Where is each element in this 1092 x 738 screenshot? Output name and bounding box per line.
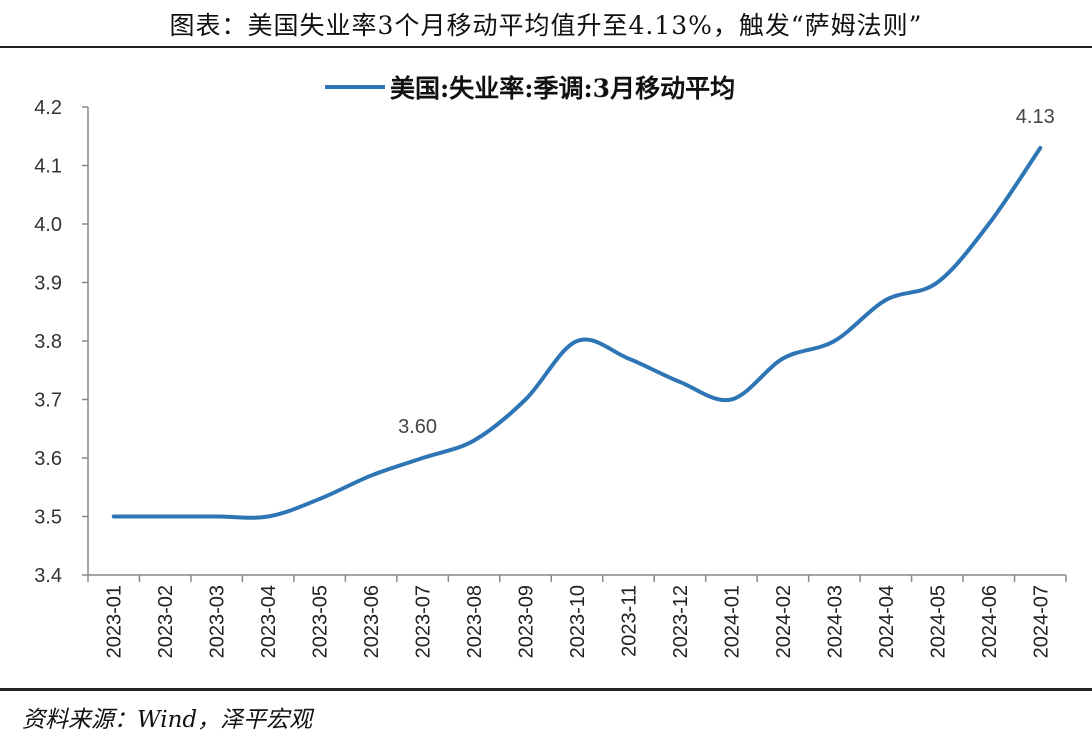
x-tick-label: 2023-08 — [464, 585, 486, 658]
x-tick-label: 2023-09 — [516, 585, 538, 658]
bottom-rule — [0, 688, 1092, 691]
x-tick-label: 2023-07 — [413, 585, 435, 658]
x-tick-label: 2023-03 — [207, 585, 229, 658]
x-tick-label: 2023-05 — [310, 585, 332, 658]
x-tick-label: 2024-05 — [927, 585, 949, 658]
y-tick-label: 3.9 — [34, 273, 62, 295]
x-tick-label: 2024-04 — [876, 585, 898, 658]
x-tick-label: 2024-06 — [979, 585, 1001, 658]
chart-title: 图表：美国失业率3个月移动平均值升至4.13%，触发“萨姆法则” — [169, 11, 923, 40]
y-tick-label: 3.5 — [34, 507, 62, 529]
top-rule — [0, 46, 1092, 48]
data-label: 4.13 — [1016, 106, 1055, 128]
legend-label: 美国:失业率:季调:3月移动平均 — [390, 74, 735, 103]
y-tick-label: 4.0 — [34, 214, 62, 236]
y-tick-label: 4.1 — [34, 156, 62, 178]
x-tick-label: 2024-01 — [721, 585, 743, 658]
x-tick-label: 2024-07 — [1030, 585, 1052, 658]
x-tick-label: 2023-06 — [361, 585, 383, 658]
x-tick-label: 2024-03 — [824, 585, 846, 658]
x-tick-label: 2023-04 — [258, 585, 280, 658]
x-tick-label: 2024-02 — [773, 585, 795, 658]
data-label: 3.60 — [398, 416, 437, 438]
source-note: 资料来源：Wind，泽平宏观 — [22, 707, 313, 733]
y-tick-label: 3.8 — [34, 331, 62, 353]
y-tick-label: 3.4 — [34, 565, 62, 587]
x-tick-label: 2023-01 — [104, 585, 126, 658]
series-line — [111, 145, 1043, 520]
y-tick-label: 3.7 — [34, 390, 62, 412]
x-tick-label: 2023-02 — [155, 585, 177, 658]
y-tick-label: 3.6 — [34, 448, 62, 470]
x-tick-label: 2023-11 — [618, 585, 640, 657]
y-tick-label: 4.2 — [34, 97, 62, 119]
x-tick-label: 2023-12 — [670, 585, 692, 658]
x-tick-label: 2023-10 — [567, 585, 589, 658]
